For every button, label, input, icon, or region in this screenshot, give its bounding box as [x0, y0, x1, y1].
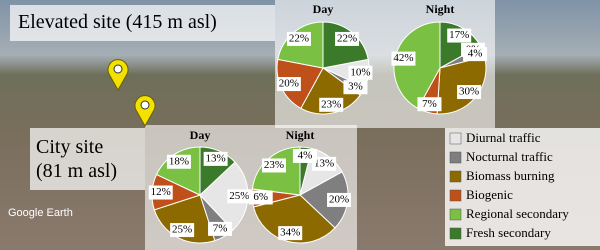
legend-label: Regional secondary	[466, 206, 569, 221]
data-label: 30%	[459, 86, 479, 98]
pie-title: Day	[313, 2, 334, 16]
data-label: 18%	[169, 155, 189, 167]
label-bg	[170, 223, 195, 238]
pie-title: Night	[426, 2, 455, 16]
label-bg	[457, 85, 482, 100]
legend-swatch	[449, 189, 462, 202]
legend-label: Biogenic	[466, 187, 513, 202]
data-label: 25%	[229, 190, 249, 202]
legend-swatch	[449, 170, 462, 183]
data-label: 22%	[289, 32, 309, 44]
label-bg	[166, 154, 191, 169]
pie-title: Night	[286, 128, 315, 142]
data-label: 10%	[350, 66, 370, 78]
pie-slice	[153, 194, 216, 244]
label-bg	[327, 192, 352, 207]
label-bg	[343, 80, 368, 95]
data-label: 12%	[151, 186, 171, 198]
data-label: 34%	[280, 227, 300, 239]
legend-label: Fresh secondary	[466, 225, 551, 240]
legend-swatch	[449, 151, 462, 164]
pin	[134, 95, 156, 128]
pie-title: Day	[190, 128, 211, 142]
legend-swatch	[449, 227, 462, 240]
data-label: 13%	[206, 152, 226, 164]
label-bg	[312, 156, 337, 171]
label-bg	[286, 31, 311, 46]
label-bg	[248, 190, 273, 205]
label-bg	[208, 221, 233, 236]
watermark: Google Earth	[8, 207, 73, 219]
label-bg	[447, 28, 472, 43]
pin	[107, 59, 129, 92]
data-label: 4%	[468, 48, 483, 60]
data-label: 25%	[172, 224, 192, 236]
data-label: 17%	[449, 29, 469, 41]
legend-box	[445, 128, 600, 246]
pie-slice	[252, 194, 336, 244]
data-label: 20%	[279, 78, 299, 90]
elevated-label-box	[10, 5, 275, 41]
label-bg	[227, 189, 252, 204]
data-label: 7%	[213, 222, 228, 234]
label-bg	[278, 226, 303, 241]
label-bg	[148, 185, 173, 200]
data-label: 42%	[393, 52, 413, 64]
legend-label: Diurnal traffic	[466, 130, 541, 145]
label-bg	[292, 148, 317, 163]
data-label: 20%	[329, 193, 349, 205]
data-label: 22%	[337, 32, 357, 44]
label-bg	[391, 51, 416, 66]
legend-swatch	[449, 132, 462, 145]
data-label: 13%	[314, 157, 334, 169]
site-label: City site (81 m asl)	[36, 136, 117, 182]
pie-slice	[300, 67, 361, 115]
label-bg	[417, 97, 442, 112]
label-bg	[261, 158, 286, 173]
label-bg	[348, 65, 373, 80]
data-label: 23%	[264, 159, 284, 171]
data-label: 4%	[298, 149, 313, 161]
data-label: 3%	[348, 81, 363, 93]
legend-label: Nocturnal traffic	[466, 149, 553, 164]
data-label: 23%	[321, 98, 341, 110]
label-bg	[463, 47, 488, 62]
label-bg	[203, 151, 228, 166]
legend-label: Biomass burning	[466, 168, 555, 183]
site-label: Elevated site (415 m asl)	[18, 11, 217, 33]
data-label: 7%	[422, 98, 437, 110]
legend-swatch	[449, 208, 462, 221]
data-label: 6%	[253, 191, 268, 203]
label-bg	[276, 77, 301, 92]
label-bg	[319, 97, 344, 112]
city-label-box	[30, 128, 145, 190]
label-bg	[335, 31, 360, 46]
